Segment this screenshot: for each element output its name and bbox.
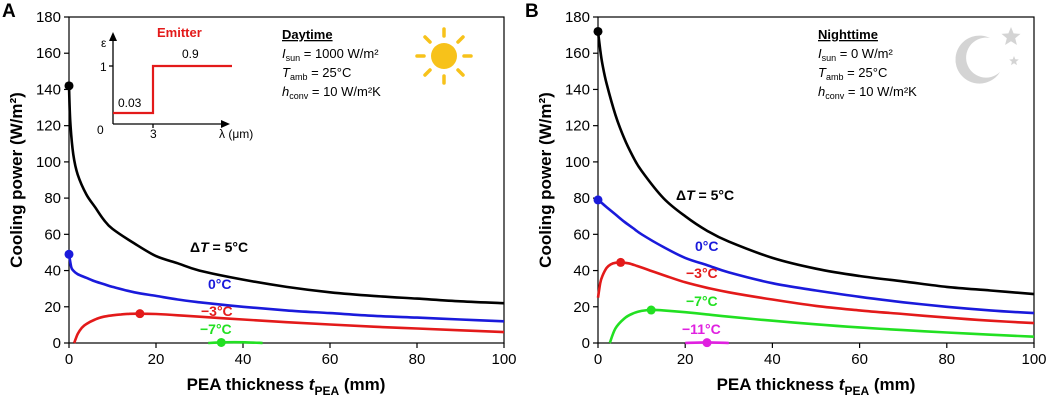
panel-a-x-tick-label: 20: [148, 351, 165, 368]
panel-b-y-tick-label: 0: [582, 335, 590, 352]
emitter-inset: ε 1 0 3 λ (μm) 0.03 0.9 Emitter: [97, 25, 253, 141]
panel-a-y-tick-label: 0: [53, 335, 61, 352]
inset-high-value: 0.9: [182, 47, 199, 61]
moon-icon: [955, 35, 1000, 84]
panel-a-label-m7c: −7°C: [200, 321, 232, 337]
panel-b-series-3-line: [608, 308, 1035, 344]
panel-a-y-tick-label: 100: [36, 154, 61, 171]
inset-x-arrow-icon: [221, 120, 230, 128]
panel-b-label-0c: 0°C: [695, 238, 719, 254]
panel-b-info-heading: Nighttime: [818, 27, 878, 42]
panel-b-y-tick-label: 100: [565, 154, 590, 171]
panel-a-x-tick-label: 80: [409, 351, 426, 368]
panel-b-label-m3c: −3°C: [686, 265, 718, 281]
panel-b-y-ticks: 0 20 40 60 80 100 120 140 160 180: [565, 9, 598, 352]
inset-y-arrow-icon: [109, 32, 117, 41]
panel-b-series-4-marker: [702, 338, 712, 348]
panel-b-y-axis-label: Cooling power (W/m²): [536, 92, 555, 268]
panel-b-label-dt5: ΔT = 5°C: [676, 187, 734, 203]
panel-a-y-tick-label: 180: [36, 9, 61, 26]
panel-a-x-ticks: 0 20 40 60 80 100: [65, 343, 517, 368]
panel-a-series-0-marker: [64, 81, 74, 91]
panel-b-y-tick-label: 40: [573, 263, 590, 280]
panel-a-series-1-line: [67, 254, 505, 323]
panel-a-x-axis-label: PEA thickness tPEA (mm): [187, 375, 386, 398]
panel-b-plot-frame: [597, 16, 1035, 344]
panel-a-y-axis-label: Cooling power (W/m²): [7, 92, 26, 268]
panel-a-series-2-line: [72, 312, 505, 344]
panel-a-x-tick-label: 60: [322, 351, 339, 368]
panel-a-info-line-2: Tamb = 25°C: [282, 65, 351, 82]
inset-x-cut: 3: [150, 127, 157, 141]
panel-b-x-tick-label: 60: [851, 351, 868, 368]
panel-b-x-tick-label: 0: [594, 351, 602, 368]
panel-b-y-tick-label: 80: [573, 190, 590, 207]
panel-b-series-2-line: [596, 261, 1035, 325]
panel-b-x-axis-label: PEA thickness tPEA (mm): [717, 375, 916, 398]
panel-b-info-line-1: Isun = 0 W/m²: [818, 46, 894, 63]
panel-b-y-tick-label: 60: [573, 226, 590, 243]
panel-a-series-1-marker: [64, 249, 74, 259]
panel-a-info-line-3: hconv = 10 W/m²K: [282, 84, 381, 101]
panel-b-series-0-line: [596, 31, 1035, 296]
inset-title: Emitter: [157, 25, 202, 40]
panel-b-x-tick-label: 100: [1021, 351, 1046, 368]
inset-low-value: 0.03: [118, 96, 142, 110]
star-icon: [1001, 27, 1021, 66]
panel-b-series-1-line: [597, 198, 1035, 315]
panel-a-x-tick-label: 0: [65, 351, 73, 368]
panel-a-y-tick-label: 140: [36, 81, 61, 98]
panel-a-series-3-line: [208, 340, 263, 345]
panel-b-x-tick-label: 80: [938, 351, 955, 368]
panel-a-y-tick-label: 40: [44, 263, 61, 280]
panel-b-series-0-marker: [593, 26, 603, 36]
panel-a-y-tick-label: 20: [44, 299, 61, 316]
panel-a-x-tick-label: 40: [235, 351, 252, 368]
panel-a-letter: A: [2, 1, 16, 22]
panel-a-label-0c: 0°C: [208, 276, 232, 292]
panel-b-x-tick-label: 40: [764, 351, 781, 368]
panel-b-label-m7c: −7°C: [686, 293, 718, 309]
panel-b-series-2-marker: [616, 257, 626, 267]
panel-a-y-ticks: 0 20 40 60 80 100 120 140 160 180: [36, 9, 69, 352]
panel-b-letter: B: [525, 1, 539, 22]
panel-a-y-tick-label: 160: [36, 45, 61, 62]
panel-b-y-tick-label: 120: [565, 118, 590, 135]
inset-y-one: 1: [100, 60, 107, 74]
panel-b-y-tick-label: 140: [565, 81, 590, 98]
inset-x-zero: 0: [97, 123, 104, 137]
panel-b-series-3-marker: [646, 305, 656, 315]
sun-icon: [415, 27, 473, 85]
panel-a-series-2-marker: [135, 309, 145, 319]
panel-b-y-tick-label: 160: [565, 45, 590, 62]
panel-a-series-3-marker: [216, 337, 226, 347]
panel-a-label-dt5: ΔT = 5°C: [190, 239, 248, 255]
panel-b-curves: [593, 26, 1035, 348]
panel-b-y-tick-label: 180: [565, 9, 590, 26]
panel-a-label-m3c: −3°C: [201, 303, 233, 319]
panel-b-label-m11c: −11°C: [682, 321, 721, 337]
panel-a-curves: [64, 81, 505, 347]
inset-emissivity-step: [113, 64, 232, 115]
panel-b-info-line-3: hconv = 10 W/m²K: [818, 84, 917, 101]
panel-a-y-tick-label: 60: [44, 226, 61, 243]
panel-b-x-tick-label: 20: [677, 351, 694, 368]
panel-a-info-line-1: Isun = 1000 W/m²: [282, 46, 379, 63]
panel-a-plot-frame: [68, 16, 505, 344]
panel-a-x-tick-label: 100: [491, 351, 516, 368]
inset-x-label: λ (μm): [219, 127, 253, 141]
panel-a-y-tick-label: 120: [36, 118, 61, 135]
panel-b-series-1-marker: [593, 195, 603, 205]
panel-a-info-heading: Daytime: [282, 27, 333, 42]
panel-b-y-tick-label: 20: [573, 299, 590, 316]
panel-b-info-line-2: Tamb = 25°C: [818, 65, 887, 82]
panel-a-y-tick-label: 80: [44, 190, 61, 207]
panel-a-series-0-line: [67, 85, 505, 305]
inset-y-label: ε: [101, 36, 107, 50]
panel-b-x-ticks: 0 20 40 60 80 100: [594, 343, 1047, 368]
